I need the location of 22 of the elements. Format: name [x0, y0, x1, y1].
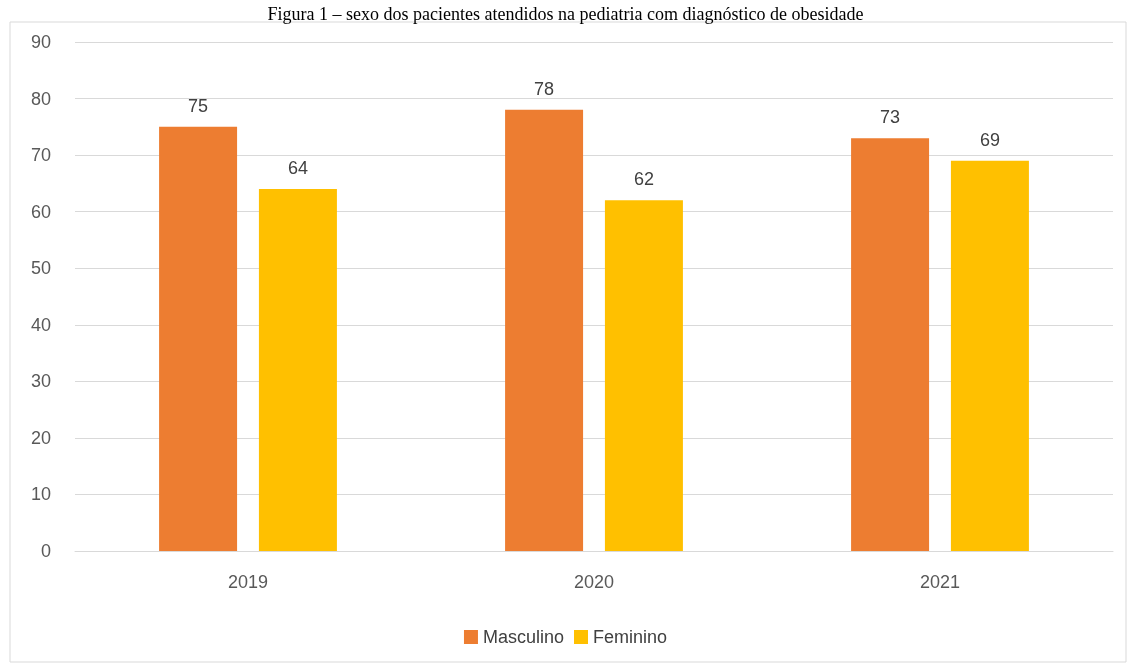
y-tick-label: 10: [30, 484, 51, 505]
chart-title: Figura 1 – sexo dos pacientes atendidos na pediatria com diagnóstico de obesidade: [267, 4, 864, 24]
x-tick-label: 2020: [573, 572, 615, 592]
y-tick-label: 30: [30, 371, 51, 392]
x-tick-label: 2021: [919, 572, 961, 592]
y-tick-label: 20: [30, 427, 51, 448]
legend-label: Masculino: [482, 627, 565, 647]
legend-label: Feminino: [593, 627, 668, 647]
y-tick-label: 80: [30, 88, 51, 109]
data-label: 64: [287, 158, 308, 179]
y-tick-label: 90: [30, 32, 51, 52]
y-tick-label: 70: [30, 145, 51, 166]
y-tick-label: 60: [30, 201, 51, 222]
data-label: 75: [188, 95, 209, 116]
data-label: 73: [880, 107, 901, 128]
data-label: 69: [979, 129, 1000, 150]
y-tick-label: 0: [40, 541, 51, 561]
y-tick-label: 40: [30, 314, 51, 335]
x-tick-label: 2019: [227, 572, 269, 592]
data-label: 78: [534, 78, 555, 99]
data-label: 62: [633, 169, 654, 190]
y-tick-label: 50: [30, 258, 51, 279]
